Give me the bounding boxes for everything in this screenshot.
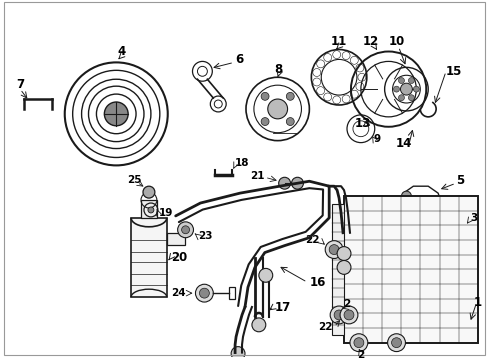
Bar (166, 233, 184, 245)
Text: 9: 9 (373, 134, 380, 144)
Text: 20: 20 (170, 251, 186, 264)
Text: 4: 4 (117, 45, 125, 58)
Circle shape (148, 207, 154, 213)
Circle shape (401, 191, 410, 201)
Circle shape (413, 210, 426, 222)
Circle shape (195, 284, 213, 302)
Text: 22: 22 (304, 235, 319, 245)
Text: 14: 14 (394, 137, 411, 150)
Circle shape (407, 95, 413, 101)
Circle shape (412, 86, 418, 92)
Circle shape (251, 318, 265, 332)
Bar (331, 204, 344, 335)
Text: 19: 19 (159, 208, 173, 218)
Text: 8: 8 (274, 63, 282, 76)
Bar (131, 218, 166, 297)
Circle shape (291, 177, 303, 189)
Circle shape (349, 334, 367, 352)
Text: 18: 18 (235, 158, 249, 168)
Circle shape (325, 241, 343, 258)
Text: 5: 5 (455, 174, 463, 187)
Circle shape (339, 306, 357, 324)
Circle shape (258, 269, 272, 282)
Text: 12: 12 (362, 35, 378, 48)
Circle shape (261, 118, 268, 126)
Text: 25: 25 (126, 175, 141, 185)
Text: 2: 2 (343, 299, 350, 309)
Text: 11: 11 (330, 35, 346, 48)
Text: 10: 10 (387, 35, 404, 48)
Circle shape (333, 310, 344, 320)
Circle shape (407, 78, 413, 84)
Circle shape (104, 102, 128, 126)
Circle shape (393, 86, 399, 92)
Circle shape (344, 310, 353, 320)
Bar (344, 196, 477, 343)
Text: 15: 15 (445, 65, 462, 78)
Text: 21: 21 (250, 171, 264, 181)
Circle shape (142, 186, 155, 198)
Circle shape (398, 78, 404, 84)
Circle shape (278, 177, 290, 189)
Text: 2: 2 (357, 350, 364, 360)
Circle shape (181, 226, 189, 234)
Text: 7: 7 (16, 78, 24, 91)
Circle shape (387, 334, 405, 352)
Text: 22: 22 (317, 322, 331, 332)
Circle shape (353, 338, 363, 348)
Circle shape (455, 222, 463, 230)
Circle shape (398, 95, 404, 101)
Circle shape (261, 93, 268, 100)
Text: 24: 24 (171, 288, 185, 298)
Circle shape (400, 83, 411, 95)
Circle shape (425, 235, 434, 245)
Circle shape (286, 118, 294, 126)
Text: 1: 1 (472, 296, 481, 309)
Circle shape (336, 261, 350, 274)
Text: 16: 16 (309, 276, 325, 289)
Circle shape (328, 245, 338, 255)
Circle shape (336, 247, 350, 261)
Circle shape (391, 338, 401, 348)
Circle shape (231, 347, 244, 360)
Bar (141, 200, 157, 218)
Text: 3: 3 (469, 213, 476, 223)
Text: 13: 13 (354, 117, 370, 130)
Circle shape (199, 288, 209, 298)
Circle shape (329, 306, 347, 324)
Circle shape (286, 93, 294, 100)
Text: 6: 6 (235, 53, 243, 66)
Text: 23: 23 (198, 231, 212, 241)
Bar (229, 287, 235, 299)
Circle shape (267, 99, 287, 119)
Text: 17: 17 (274, 301, 290, 314)
Circle shape (177, 222, 193, 238)
